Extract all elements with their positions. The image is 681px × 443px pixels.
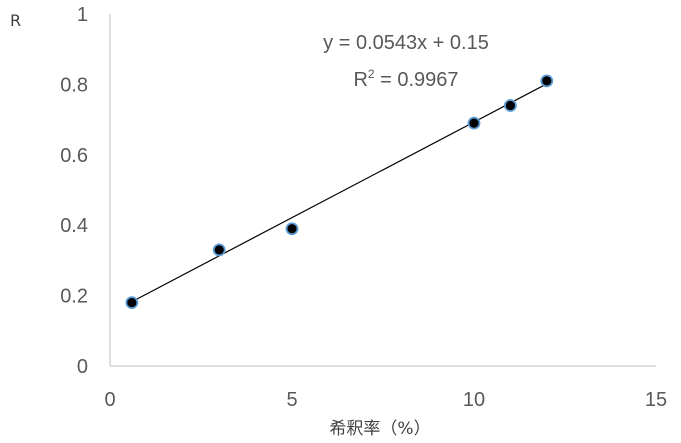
trendline-group [131, 83, 548, 303]
x-tick-label: 15 [645, 389, 667, 411]
x-tick-labels: 0 5 10 15 [104, 389, 667, 411]
axes [109, 14, 656, 367]
data-points [125, 74, 554, 310]
data-point [540, 74, 554, 88]
y-tick-label: 0.6 [60, 145, 88, 167]
y-tick-label: 0.8 [60, 74, 88, 96]
r-squared-prefix: R [353, 69, 367, 91]
trendline [131, 83, 548, 303]
y-tick-label: 0.4 [60, 215, 88, 237]
x-tick-label: 0 [104, 389, 115, 411]
x-tick-label: 10 [463, 389, 485, 411]
trendline-equation: y = 0.0543x + 0.15 [323, 32, 489, 54]
data-point [125, 296, 139, 310]
data-point [467, 116, 481, 130]
r-squared-superscript: 2 [368, 67, 375, 81]
y-tick-label: 0 [77, 356, 88, 378]
y-tick-labels: 0 0.2 0.4 0.6 0.8 1 [60, 4, 88, 378]
x-axis-label: 希釈率（%） [329, 419, 430, 439]
r-squared-label: R2 = 0.9967 [353, 67, 458, 91]
data-point [503, 99, 517, 112]
y-tick-label: 0.2 [60, 286, 88, 308]
data-point [212, 243, 226, 257]
y-tick-label: 1 [77, 4, 88, 26]
y-axis-label: R [10, 11, 21, 30]
r-squared-value: = 0.9967 [375, 69, 459, 91]
x-tick-label: 5 [286, 389, 297, 411]
data-point [285, 222, 299, 236]
